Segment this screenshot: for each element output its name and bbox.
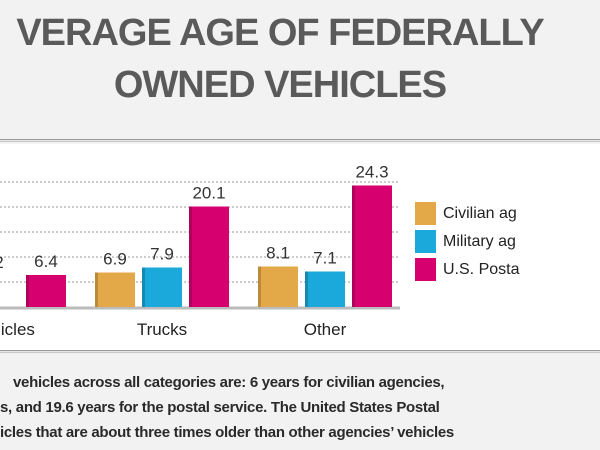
caption-line1: vehicles across all categories are: 6 ye… bbox=[13, 374, 445, 391]
caption-line3: icles that are about three times older t… bbox=[0, 424, 454, 441]
legend-label-civilian: Civilian ag bbox=[443, 205, 517, 222]
category-label: Other bbox=[304, 320, 347, 339]
data-label: 24.3 bbox=[355, 163, 388, 182]
data-label: 6.9 bbox=[103, 250, 127, 269]
data-label: 7.1 bbox=[313, 249, 337, 268]
chart-title-line2: OWNED VEHICLES bbox=[113, 64, 447, 106]
bar-shade bbox=[258, 266, 261, 307]
legend-label-military: Military ag bbox=[443, 233, 516, 250]
bar-shade bbox=[95, 272, 98, 307]
data-label: 8.1 bbox=[266, 244, 290, 263]
bar-civilian bbox=[258, 266, 298, 307]
bar-postal bbox=[26, 275, 66, 307]
category-label: r vehicles bbox=[0, 320, 35, 339]
bottom-divider bbox=[0, 350, 600, 353]
bar-military bbox=[142, 267, 182, 307]
bar-postal bbox=[189, 206, 229, 307]
bar-shade bbox=[142, 267, 145, 307]
legend-swatch-military bbox=[415, 230, 436, 253]
bar-postal bbox=[352, 185, 392, 307]
legend-swatch-civilian bbox=[415, 202, 436, 225]
data-label: 6.4 bbox=[34, 252, 58, 271]
bar-military bbox=[305, 271, 345, 307]
legend-swatch-postal bbox=[415, 258, 436, 281]
bar-chart: 2 6.4 r vehicles 6.9 7.9 20.1 Trucks 8.1 7.1 24.3… bbox=[0, 163, 400, 339]
data-label: 20.1 bbox=[192, 184, 225, 203]
chart-area: 2 6.4 r vehicles 6.9 7.9 20.1 Trucks 8.1 7.1 24.3… bbox=[0, 144, 600, 350]
bar-shade bbox=[26, 275, 29, 307]
data-label: 7.9 bbox=[150, 245, 174, 264]
bar-shade bbox=[189, 206, 192, 307]
chart-title-line1: VERAGE AGE OF FEDERALLY bbox=[16, 12, 544, 54]
bar-civilian bbox=[95, 272, 135, 307]
category-label: Trucks bbox=[137, 320, 187, 339]
bar-shade bbox=[352, 185, 355, 307]
caption-line2: s, and 19.6 years for the postal service… bbox=[0, 399, 440, 416]
data-label: 2 bbox=[0, 253, 4, 272]
bar-shade bbox=[305, 271, 308, 307]
top-divider bbox=[0, 139, 600, 142]
legend-label-postal: U.S. Posta bbox=[443, 261, 520, 278]
